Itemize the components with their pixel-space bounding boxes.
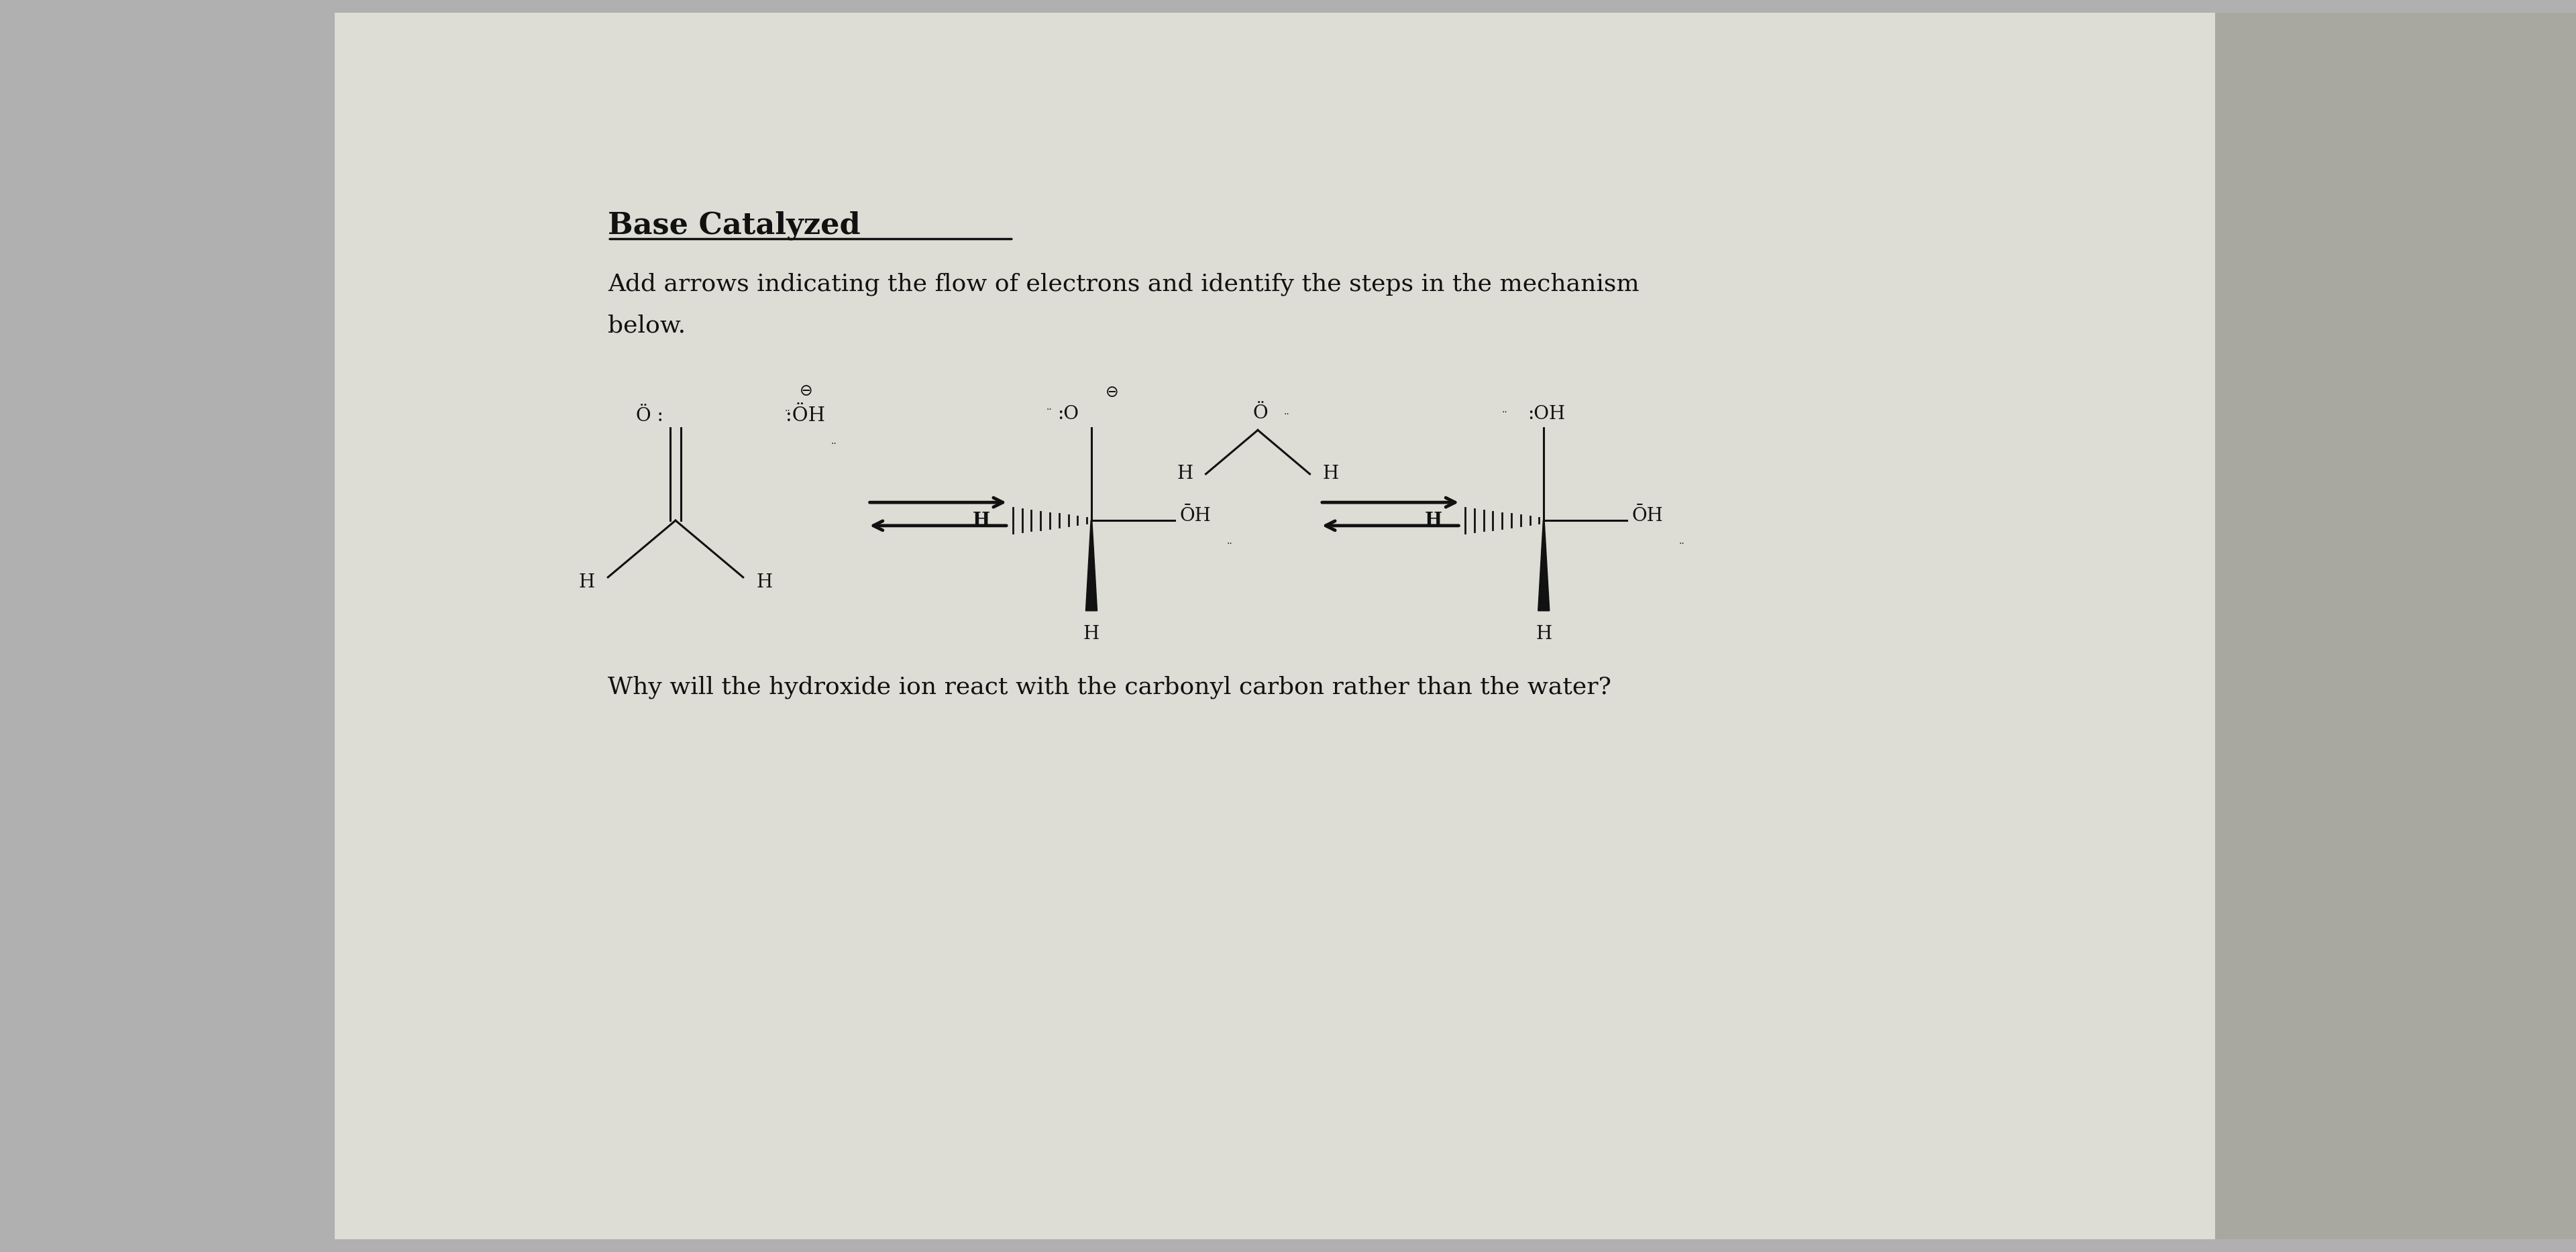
Text: :ÖH: :ÖH xyxy=(786,406,824,424)
Polygon shape xyxy=(1538,521,1551,611)
Text: ..: .. xyxy=(832,437,837,446)
Text: Add arrows indicating the flow of electrons and identify the steps in the mechan: Add arrows indicating the flow of electr… xyxy=(608,273,1638,295)
Text: ŌH: ŌH xyxy=(1633,507,1664,526)
Text: Ö: Ö xyxy=(1252,404,1267,422)
Text: H: H xyxy=(1324,464,1340,483)
Text: :O: :O xyxy=(1056,406,1079,423)
Text: H: H xyxy=(580,573,595,591)
Text: Why will the hydroxide ion react with the carbonyl carbon rather than the water?: Why will the hydroxide ion react with th… xyxy=(608,675,1613,699)
Text: H: H xyxy=(1177,464,1193,483)
Text: H: H xyxy=(1425,511,1443,530)
Text: Ö :: Ö : xyxy=(636,407,662,424)
Text: H: H xyxy=(757,573,773,591)
Text: ..: .. xyxy=(783,403,791,413)
Text: below.: below. xyxy=(608,314,685,337)
Text: H: H xyxy=(1535,625,1551,644)
Text: Base Catalyzed: Base Catalyzed xyxy=(608,210,860,240)
Text: ..: .. xyxy=(1226,536,1231,546)
Text: :OH: :OH xyxy=(1528,406,1566,423)
Text: ŌH: ŌH xyxy=(1180,507,1211,526)
Polygon shape xyxy=(1084,521,1097,611)
Text: H: H xyxy=(974,511,989,530)
Text: H: H xyxy=(1084,625,1100,644)
Text: ..: .. xyxy=(1680,536,1685,546)
Text: $\ominus$: $\ominus$ xyxy=(799,383,811,399)
Text: ..: .. xyxy=(1046,402,1051,412)
Text: ..: .. xyxy=(1283,407,1291,417)
Text: $\ominus$: $\ominus$ xyxy=(1105,384,1118,401)
Text: ..: .. xyxy=(1502,404,1507,414)
